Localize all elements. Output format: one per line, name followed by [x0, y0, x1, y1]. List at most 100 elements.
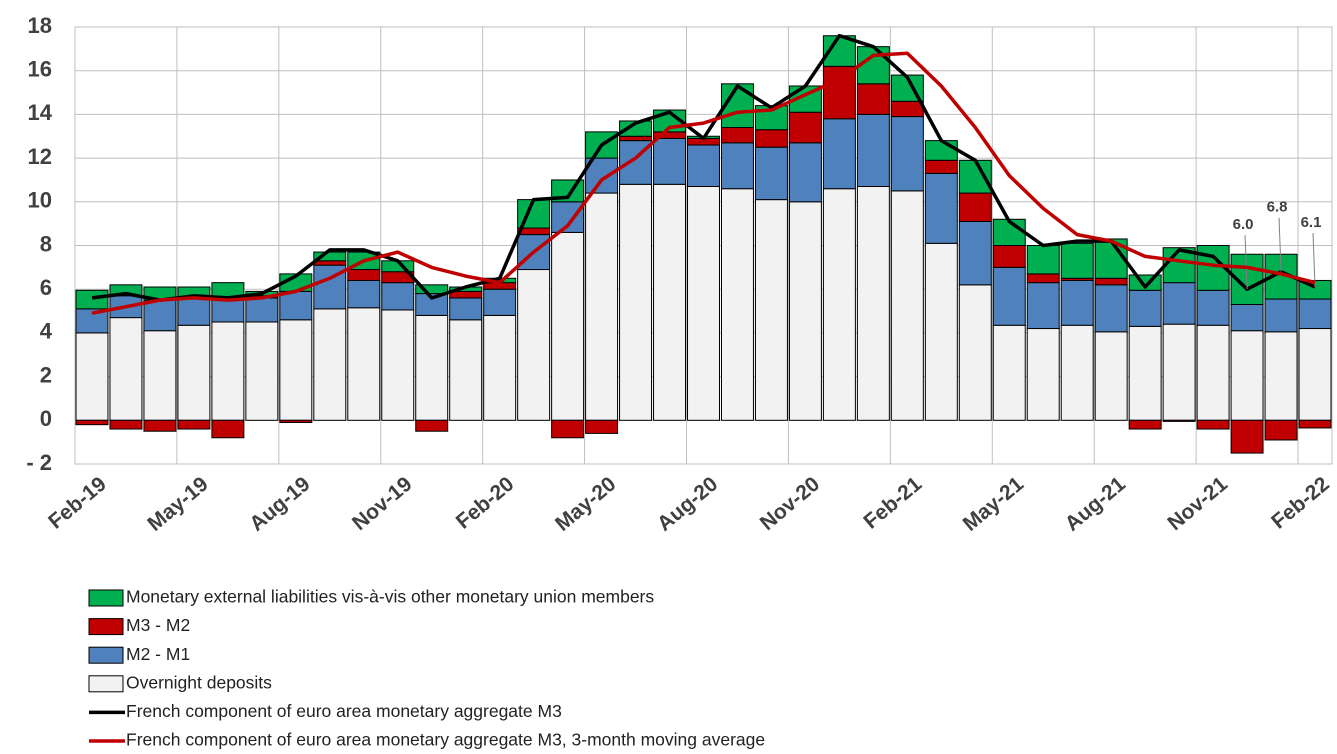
label-leader — [1244, 235, 1248, 290]
bar-segment — [211, 419, 245, 439]
bar-segment — [924, 172, 958, 244]
bar-segment — [1026, 245, 1060, 275]
bar-segment — [551, 419, 585, 439]
bar-segment — [1060, 279, 1094, 326]
bar-segment — [1060, 324, 1094, 421]
bar-segment — [754, 199, 788, 421]
bar-segment — [1230, 330, 1264, 421]
bar-segment — [1298, 419, 1332, 429]
bar-segment — [75, 289, 109, 310]
bar-segment — [143, 299, 177, 332]
legend-label: French component of euro area monetary a… — [126, 701, 562, 721]
bar-segment — [1298, 328, 1332, 421]
bar-segment — [279, 419, 313, 423]
x-tick-label: Aug-21 — [1061, 472, 1131, 536]
bar-segment — [109, 284, 143, 297]
legend-swatch — [88, 675, 124, 693]
bar-segment — [856, 186, 890, 421]
bar-segment — [585, 192, 619, 421]
bar-segment — [313, 308, 347, 421]
label-leader — [1278, 217, 1282, 272]
bar-segment — [1026, 282, 1060, 330]
bar-segment — [890, 116, 924, 192]
bar-segment — [1162, 282, 1196, 325]
bar-segment — [449, 319, 483, 421]
bar-segment — [992, 324, 1026, 421]
bar-segment — [856, 83, 890, 115]
bar-segment — [822, 188, 856, 421]
bar-segment — [75, 419, 109, 426]
bar-segment — [822, 65, 856, 120]
bar-segment — [924, 242, 958, 421]
bar-segment — [177, 324, 211, 421]
y-tick-label: 2 — [40, 362, 52, 387]
legend-swatch — [88, 589, 124, 607]
x-tick-label: Nov-19 — [348, 472, 416, 535]
bar-segment — [1162, 419, 1196, 422]
bar-segment — [1094, 284, 1128, 333]
bar-segment — [1264, 331, 1298, 421]
legend-swatch — [88, 618, 124, 636]
bar-segment — [211, 321, 245, 421]
bar-segment — [1230, 303, 1264, 332]
bar-segment — [754, 146, 788, 201]
bar-segment — [585, 419, 619, 434]
x-tick-label: May-20 — [551, 472, 620, 535]
x-tick-label: Feb-22 — [1267, 472, 1334, 533]
bar-segment — [1060, 242, 1094, 279]
y-tick-label: 10 — [28, 188, 52, 213]
x-tick-label: Aug-19 — [245, 472, 314, 535]
legend-label: Overnight deposits — [126, 672, 272, 692]
legend-label: French component of euro area monetary a… — [126, 730, 765, 750]
y-tick-label: 8 — [40, 231, 52, 256]
bar-segment — [177, 419, 211, 430]
bar-segment — [143, 419, 177, 432]
bar-segment — [75, 332, 109, 421]
legend-label: M3 - M2 — [126, 615, 190, 635]
bar-segment — [788, 201, 822, 421]
bar-segment — [687, 144, 720, 188]
x-tick-label: Feb-19 — [44, 472, 111, 533]
bar-segment — [619, 120, 653, 137]
x-tick-label: Feb-21 — [859, 472, 926, 533]
bar-segment — [720, 142, 754, 190]
bar-segment — [788, 142, 822, 203]
bar-segment — [958, 220, 992, 286]
bar-segment — [1128, 419, 1162, 430]
x-tick-label: Nov-21 — [1163, 472, 1232, 535]
bar-segment — [347, 307, 381, 421]
bar-segment — [1196, 419, 1230, 430]
bar-segment — [483, 288, 517, 316]
bar-segment — [619, 183, 653, 421]
bar-segment — [890, 190, 924, 421]
y-tick-label: 14 — [28, 100, 53, 125]
bar-segment — [415, 314, 449, 421]
bar-segment — [788, 111, 822, 144]
bar-segment — [1128, 289, 1162, 327]
legend-label: Monetary external liabilities vis-à-vis … — [126, 587, 654, 607]
bar-segment — [1230, 419, 1264, 454]
bar-segment — [109, 317, 143, 421]
bar-segment — [551, 231, 585, 421]
bar-segment — [822, 118, 856, 190]
data-label: 6.1 — [1301, 214, 1322, 231]
bar-segment — [1128, 325, 1162, 421]
bar-segment — [381, 309, 415, 421]
bar-segment — [143, 330, 177, 421]
plot-border — [74, 26, 1333, 465]
x-tick-label: Aug-20 — [653, 472, 722, 535]
y-tick-label: 6 — [40, 275, 52, 300]
bar-segment — [245, 297, 279, 323]
bar-segment — [1196, 324, 1230, 421]
bar-segment — [415, 419, 449, 432]
bar-segment — [958, 192, 992, 222]
x-tick-label: May-21 — [959, 472, 1029, 536]
legend-swatch — [88, 646, 124, 664]
bar-segment — [856, 113, 890, 188]
bar-segment — [687, 186, 720, 421]
bar-segment — [381, 282, 415, 311]
bar-segment — [109, 419, 143, 430]
y-tick-label: 18 — [28, 13, 52, 38]
bar-segment — [347, 269, 381, 281]
bar-segment — [1264, 419, 1298, 441]
